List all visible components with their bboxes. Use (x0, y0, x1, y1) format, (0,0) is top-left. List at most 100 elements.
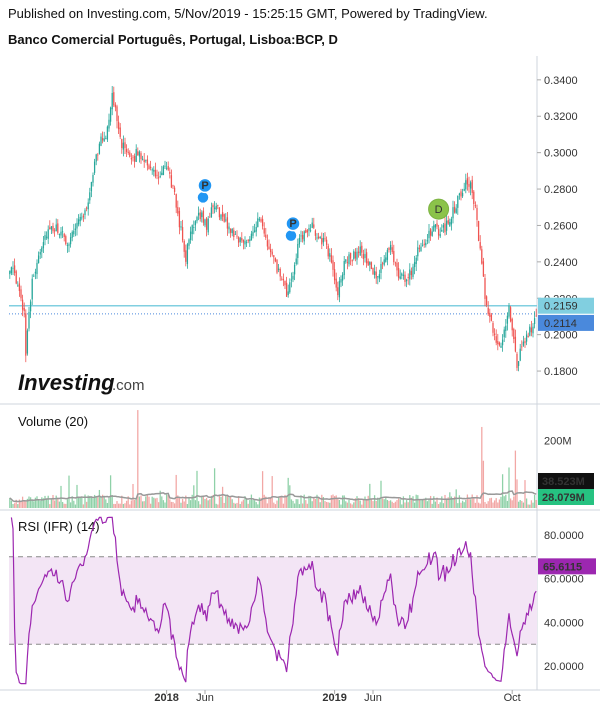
candle (495, 329, 497, 346)
candle-body (333, 269, 336, 281)
candle-body (453, 206, 456, 213)
candle-body (343, 261, 345, 276)
candle (509, 305, 512, 323)
candle-body (503, 329, 505, 338)
volume-last-tag (538, 489, 594, 505)
volume-bar (69, 502, 72, 508)
candle (71, 230, 73, 242)
candle (333, 261, 336, 285)
candle-body (71, 231, 73, 238)
rsi-pane: RSI (IFR) (14) (9, 516, 537, 685)
candle-body (460, 191, 462, 197)
volume-bar (341, 495, 344, 508)
candle (61, 226, 64, 238)
volume-bar (37, 500, 40, 508)
volume-bar (461, 500, 464, 508)
candle (57, 219, 59, 235)
candle-body (385, 257, 387, 262)
candle-body (263, 228, 265, 234)
volume-bar (149, 503, 152, 508)
candle (381, 261, 384, 270)
candle-body (225, 219, 227, 221)
candle-body (289, 282, 291, 293)
volume-bar (449, 492, 451, 508)
candle (412, 263, 414, 280)
volume-bar (367, 495, 369, 508)
volume-bar (44, 495, 46, 508)
volume-bar (479, 503, 481, 508)
candle (20, 285, 22, 302)
candle (36, 259, 38, 279)
volume-bar (354, 498, 357, 508)
candle (525, 330, 528, 346)
volume-bar (101, 494, 104, 508)
volume-bar (212, 495, 214, 508)
candle-body (372, 267, 374, 275)
candle-body (498, 342, 501, 346)
volume-bar (322, 497, 325, 508)
volume-bar (463, 502, 465, 508)
volume-bar (28, 496, 30, 508)
candle (393, 244, 395, 266)
volume-bar (186, 504, 189, 508)
candle (508, 303, 510, 319)
candle-body (23, 307, 25, 312)
candle (90, 181, 93, 198)
candle (410, 267, 413, 280)
volume-bar (39, 500, 41, 508)
candle (378, 269, 381, 283)
volume-bar (490, 497, 493, 508)
candle-body (218, 207, 221, 218)
candle-body (188, 239, 190, 246)
candle (457, 195, 459, 215)
candle-body (429, 229, 432, 236)
volume-bar (223, 502, 225, 508)
volume-bar (447, 497, 449, 508)
candle (329, 248, 331, 262)
candle (287, 284, 289, 298)
volume-bar (245, 498, 248, 508)
volume-bar (145, 496, 147, 508)
volume-bar (365, 499, 368, 508)
candle-body (345, 259, 347, 262)
candle-body (377, 276, 379, 278)
candle-body (161, 172, 163, 176)
candle (442, 222, 445, 233)
volume-bar (164, 502, 166, 508)
candle-body (73, 230, 75, 235)
candle (354, 248, 357, 262)
split-marker-shadow (196, 190, 210, 205)
volume-bar (329, 502, 331, 508)
candle (533, 311, 536, 329)
volume-bar (292, 500, 294, 508)
candle (268, 239, 270, 250)
candle (493, 328, 496, 341)
volume-bar (319, 502, 321, 508)
candle-body (167, 166, 169, 170)
candle (233, 227, 235, 241)
volume-bar (415, 494, 417, 508)
volume-bar (260, 497, 262, 508)
candle-body (58, 233, 61, 235)
candle-body (55, 224, 57, 232)
candle (175, 193, 177, 214)
volume-bar (244, 496, 246, 508)
candle (215, 202, 217, 213)
candle-body (44, 235, 46, 240)
volume-bar (351, 504, 353, 508)
candle-body (354, 251, 357, 259)
candle-body (253, 230, 256, 233)
candle (265, 227, 267, 241)
candle (213, 201, 216, 214)
candle-body (277, 268, 280, 270)
volume-bar (169, 499, 171, 508)
volume-bar (509, 498, 512, 508)
candle-body (105, 137, 107, 139)
candle-body (337, 287, 339, 296)
volume-bar (133, 499, 136, 508)
candle-body (202, 210, 205, 223)
split-marker-label: P (289, 218, 296, 230)
candle-body (29, 301, 32, 312)
candle-body (93, 161, 96, 173)
